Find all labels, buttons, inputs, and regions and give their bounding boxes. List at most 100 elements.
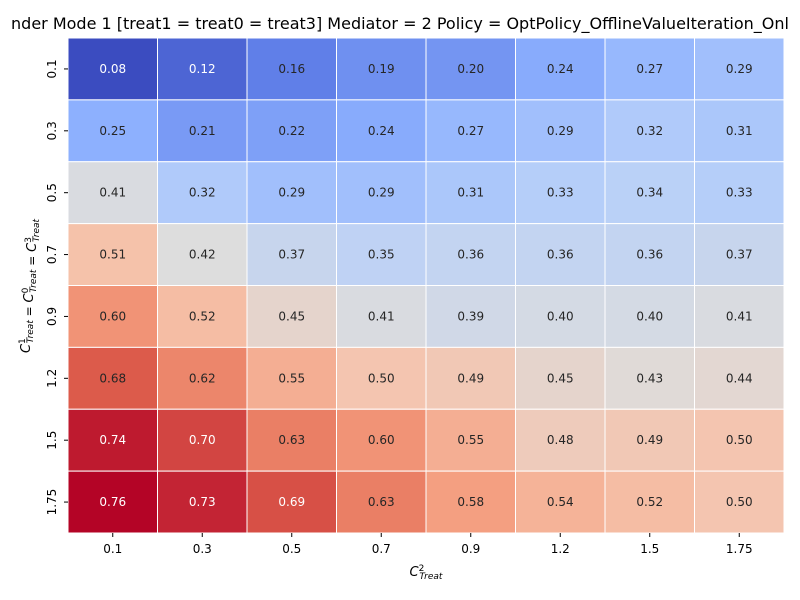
cell-value-label: 0.60 bbox=[368, 433, 395, 447]
heatmap-cell bbox=[694, 408, 785, 472]
heatmap-cell bbox=[515, 346, 606, 410]
cell-value-label: 0.49 bbox=[457, 371, 484, 385]
cell-value-label: 0.68 bbox=[99, 371, 126, 385]
cell-value-label: 0.08 bbox=[99, 62, 126, 76]
x-tick-label: 1.75 bbox=[726, 542, 753, 556]
y-tick-label: 1.5 bbox=[45, 431, 59, 450]
heatmap-cell bbox=[604, 346, 695, 410]
cell-value-label: 0.36 bbox=[457, 248, 484, 262]
x-tick-label: 0.7 bbox=[372, 542, 391, 556]
y-tick-label: 0.5 bbox=[45, 183, 59, 202]
cell-value-label: 0.40 bbox=[547, 309, 574, 323]
y-tick-label: 0.7 bbox=[45, 245, 59, 264]
heatmap-cell bbox=[425, 99, 516, 163]
cell-value-label: 0.70 bbox=[189, 433, 216, 447]
heatmap-cell bbox=[694, 37, 785, 101]
heatmap-cell bbox=[336, 37, 427, 101]
heatmap-cell bbox=[336, 285, 427, 348]
cell-value-label: 0.52 bbox=[189, 309, 216, 323]
heatmap-cell bbox=[246, 285, 337, 348]
heatmap-cell bbox=[604, 223, 695, 286]
cell-value-label: 0.24 bbox=[547, 62, 574, 76]
heatmap-cell bbox=[67, 223, 158, 286]
heatmap-cell bbox=[246, 37, 337, 101]
cell-value-label: 0.42 bbox=[189, 248, 216, 262]
x-tick-label: 1.5 bbox=[640, 542, 659, 556]
cell-value-label: 0.55 bbox=[457, 433, 484, 447]
x-tick-label: 0.5 bbox=[282, 542, 301, 556]
heatmap-cell bbox=[157, 99, 248, 163]
heatmap-cell bbox=[246, 223, 337, 286]
cell-value-label: 0.48 bbox=[547, 433, 574, 447]
cell-value-label: 0.25 bbox=[99, 124, 126, 138]
cell-value-label: 0.16 bbox=[278, 62, 305, 76]
cell-value-label: 0.33 bbox=[547, 186, 574, 200]
heatmap-cell bbox=[694, 285, 785, 348]
heatmap-cell bbox=[246, 161, 337, 225]
y-tick-label: 1.75 bbox=[45, 489, 59, 516]
heatmap-cell bbox=[515, 37, 606, 101]
heatmap-cell bbox=[246, 408, 337, 472]
cell-value-label: 0.63 bbox=[278, 433, 305, 447]
cell-value-label: 0.33 bbox=[726, 186, 753, 200]
heatmap-cell bbox=[336, 223, 427, 286]
x-tick-label: 1.2 bbox=[551, 542, 570, 556]
cell-value-label: 0.58 bbox=[457, 495, 484, 509]
cell-value-label: 0.44 bbox=[726, 371, 753, 385]
heatmap-cell bbox=[157, 37, 248, 101]
cell-value-label: 0.50 bbox=[726, 433, 753, 447]
cell-value-label: 0.62 bbox=[189, 371, 216, 385]
cell-value-label: 0.22 bbox=[278, 124, 305, 138]
cell-value-label: 0.27 bbox=[457, 124, 484, 138]
y-tick-label: 0.3 bbox=[45, 121, 59, 140]
cell-value-label: 0.29 bbox=[368, 186, 395, 200]
cell-value-label: 0.29 bbox=[726, 62, 753, 76]
cell-value-label: 0.50 bbox=[368, 371, 395, 385]
cell-value-label: 0.21 bbox=[189, 124, 216, 138]
heatmap-cell bbox=[694, 346, 785, 410]
heatmap-cell bbox=[604, 408, 695, 472]
cell-value-label: 0.41 bbox=[726, 309, 753, 323]
heatmap-cell bbox=[425, 37, 516, 101]
cell-value-label: 0.49 bbox=[636, 433, 663, 447]
heatmap-cell bbox=[67, 408, 158, 472]
heatmap-cell bbox=[425, 285, 516, 348]
cell-value-label: 0.43 bbox=[636, 371, 663, 385]
cell-value-label: 0.37 bbox=[278, 248, 305, 262]
heatmap-cell bbox=[246, 470, 337, 534]
cell-value-label: 0.40 bbox=[636, 309, 663, 323]
heatmap-cell bbox=[425, 161, 516, 225]
x-axis-ticks: 0.1 0.3 0.5 0.7 0.9 1.2 1.5 1.75 bbox=[103, 533, 753, 556]
heatmap-cell bbox=[604, 285, 695, 348]
cell-value-label: 0.52 bbox=[636, 495, 663, 509]
cell-value-label: 0.50 bbox=[726, 495, 753, 509]
cell-value-label: 0.35 bbox=[368, 248, 395, 262]
cell-value-label: 0.51 bbox=[99, 248, 126, 262]
heatmap-cell bbox=[425, 223, 516, 286]
y-axis-ticks: 0.1 0.3 0.5 0.7 0.9 1.2 1.5 1.75 bbox=[45, 59, 68, 515]
cell-value-label: 0.27 bbox=[636, 62, 663, 76]
x-tick-label: 0.1 bbox=[103, 542, 122, 556]
cell-value-label: 0.24 bbox=[368, 124, 395, 138]
cell-value-label: 0.55 bbox=[278, 371, 305, 385]
cell-value-label: 0.74 bbox=[99, 433, 126, 447]
heatmap-cells bbox=[67, 37, 785, 534]
heatmap-cell bbox=[515, 285, 606, 348]
cell-value-label: 0.19 bbox=[368, 62, 395, 76]
cell-value-label: 0.39 bbox=[457, 309, 484, 323]
cell-value-label: 0.63 bbox=[368, 495, 395, 509]
heatmap-cell bbox=[157, 346, 248, 410]
heatmap-cell bbox=[694, 470, 785, 534]
cell-value-label: 0.41 bbox=[368, 309, 395, 323]
cell-value-label: 0.29 bbox=[278, 186, 305, 200]
heatmap-cell bbox=[694, 161, 785, 225]
cell-value-label: 0.36 bbox=[547, 248, 574, 262]
cell-value-label: 0.20 bbox=[457, 62, 484, 76]
cell-value-label: 0.37 bbox=[726, 248, 753, 262]
chart-title: nder Mode 1 [treat1 = treat0 = treat3] M… bbox=[11, 14, 789, 34]
cell-value-label: 0.60 bbox=[99, 309, 126, 323]
x-axis-label: C2 Treat bbox=[410, 564, 443, 582]
cell-value-label: 0.76 bbox=[99, 495, 126, 509]
cell-value-label: 0.32 bbox=[189, 186, 216, 200]
cell-value-label: 0.29 bbox=[547, 124, 574, 138]
